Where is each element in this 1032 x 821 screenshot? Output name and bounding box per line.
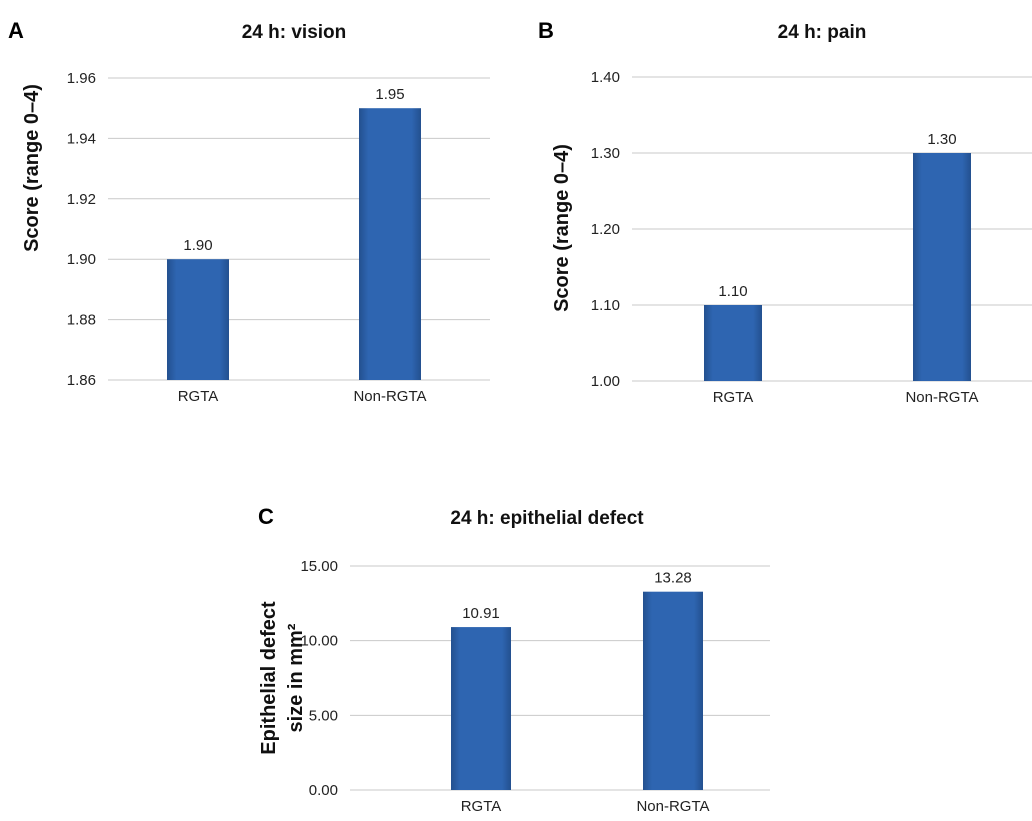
data-label: 1.30 xyxy=(927,131,956,148)
x-axis-categories: RGTA Non-RGTA xyxy=(713,389,979,406)
y-tick-label: 1.40 xyxy=(591,69,620,86)
data-labels: 1.90 1.95 xyxy=(183,86,404,254)
y-tick-label: 1.92 xyxy=(67,191,96,208)
y-tick-label: 1.30 xyxy=(591,145,620,162)
bars xyxy=(167,108,421,380)
y-tick-label: 5.00 xyxy=(309,707,338,724)
panel-letter: C xyxy=(258,504,274,529)
x-category-label: Non-RGTA xyxy=(636,798,709,815)
y-tick-label: 0.00 xyxy=(309,782,338,799)
y-tick-label: 1.96 xyxy=(67,70,96,87)
bars xyxy=(451,591,703,790)
y-axis-label-line-2: size in mm² xyxy=(285,623,307,732)
y-axis-ticks: 1.86 1.88 1.90 1.92 1.94 1.96 xyxy=(67,70,96,389)
chart-title: 24 h: vision xyxy=(242,22,347,43)
bar xyxy=(359,108,421,380)
y-tick-label: 1.20 xyxy=(591,221,620,238)
x-axis-categories: RGTA Non-RGTA xyxy=(461,798,710,815)
y-axis-ticks: 1.00 1.10 1.20 1.30 1.40 xyxy=(591,69,620,390)
x-category-label: RGTA xyxy=(713,389,754,406)
x-category-label: RGTA xyxy=(178,388,219,405)
x-category-label: Non-RGTA xyxy=(905,389,978,406)
y-tick-label: 1.86 xyxy=(67,372,96,389)
x-category-label: Non-RGTA xyxy=(353,388,426,405)
panel-letter: B xyxy=(538,18,554,43)
panel-letter: A xyxy=(8,18,24,43)
y-axis-ticks: 0.00 5.00 10.00 15.00 xyxy=(300,558,338,799)
y-tick-label: 1.88 xyxy=(67,312,96,329)
x-category-label: RGTA xyxy=(461,798,502,815)
gridlines xyxy=(632,76,1032,382)
bar xyxy=(643,591,703,790)
chart-panel-a: A 24 h: vision Score (range 0–4) 1.861.8… xyxy=(8,18,490,405)
data-label: 13.28 xyxy=(654,570,692,587)
chart-title: 24 h: epithelial defect xyxy=(450,508,644,529)
x-axis-categories: RGTA Non-RGTA xyxy=(178,388,427,405)
bars xyxy=(704,153,971,381)
y-axis-label: Score (range 0–4) xyxy=(551,144,573,312)
data-labels: 1.10 1.30 xyxy=(718,131,956,300)
chart-panel-c: C 24 h: epithelial defect Epithelial def… xyxy=(258,504,770,815)
y-axis-label: Score (range 0–4) xyxy=(21,84,43,252)
bar xyxy=(167,259,229,380)
y-tick-label: 15.00 xyxy=(300,558,338,575)
y-tick-label: 10.00 xyxy=(300,633,338,650)
data-label: 10.91 xyxy=(462,605,500,622)
data-label: 1.90 xyxy=(183,237,212,254)
data-label: 1.10 xyxy=(718,283,747,300)
data-label: 1.95 xyxy=(375,86,404,103)
y-axis-label-line-1: Epithelial defect xyxy=(258,601,280,755)
bar xyxy=(704,305,762,381)
gridlines xyxy=(350,565,770,791)
data-labels: 10.91 13.28 xyxy=(462,570,692,622)
y-tick-label: 1.00 xyxy=(591,373,620,390)
y-tick-label: 1.10 xyxy=(591,297,620,314)
y-tick-label: 1.90 xyxy=(67,251,96,268)
bar xyxy=(451,627,511,790)
bar xyxy=(913,153,971,381)
chart-title: 24 h: pain xyxy=(778,22,867,43)
y-tick-label: 1.94 xyxy=(67,130,96,147)
gridlines xyxy=(108,77,490,381)
chart-panel-b: B 24 h: pain Score (range 0–4) 1.001.101… xyxy=(538,18,1032,406)
